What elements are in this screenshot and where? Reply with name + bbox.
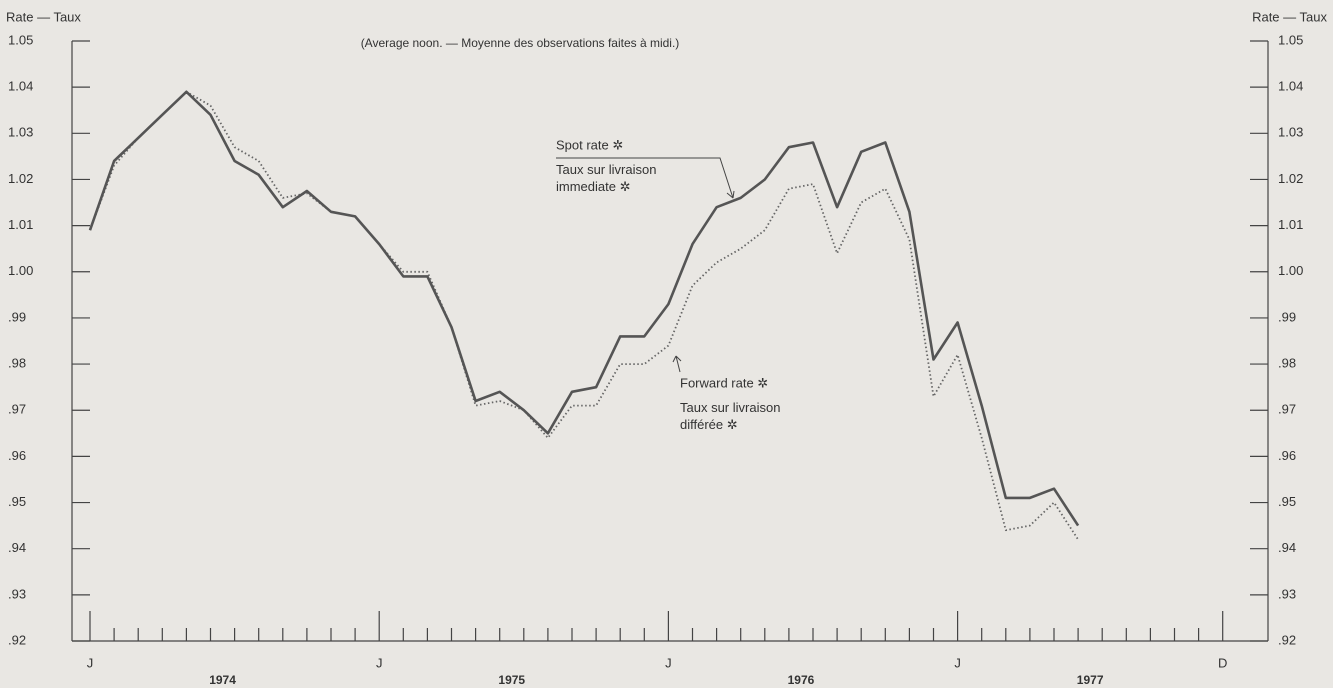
y2-tick-label: 1.01 [1278,217,1303,232]
y2-tick-label: .97 [1278,402,1296,417]
year-label: 1976 [788,673,815,687]
y2-tick-label: .94 [1278,540,1296,555]
y-tick-label: 1.04 [8,79,33,94]
subtitle: (Average noon. — Moyenne des observation… [361,36,680,50]
x-tick-label: D [1218,655,1227,670]
y-tick-label: .93 [8,586,26,601]
year-label: 1975 [498,673,525,687]
year-label: 1974 [209,673,236,687]
y-tick-label: 1.02 [8,171,33,186]
forward-note: Taux sur livraison différée ✲ [680,400,780,432]
series-line [88,90,1080,527]
forward-arrow [672,355,682,373]
series-line [89,90,1079,540]
y2-tick-label: 1.00 [1278,263,1303,278]
y-tick-label: 1.03 [8,125,33,140]
y2-tick-label: 1.03 [1278,125,1303,140]
x-tick-label: J [954,655,961,670]
y2-tick-label: 1.04 [1278,79,1303,94]
y2-tick-label: .92 [1278,632,1296,647]
x-tick-label: J [376,655,383,670]
x-tick-label: J [87,655,94,670]
spot-label: Spot rate ✲ [556,137,623,152]
y2-tick-label: 1.05 [1278,32,1303,47]
y2-tick-label: 1.02 [1278,171,1303,186]
forward-label: Forward rate ✲ [680,375,768,390]
spot-arrow [726,190,735,199]
y-tick-label: .95 [8,494,26,509]
y2-axis-label: Rate — Taux [1252,9,1327,24]
y-axis-label: Rate — Taux [6,9,81,24]
year-label: 1977 [1077,673,1104,687]
y2-tick-label: .95 [1278,494,1296,509]
y2-tick-label: .98 [1278,356,1296,371]
x-tick-label: J [665,655,672,670]
spot-leader [556,157,734,199]
y-tick-label: .92 [8,632,26,647]
spot-note: Taux sur livraison immediate ✲ [556,162,656,194]
y2-tick-label: .93 [1278,586,1296,601]
y-tick-label: .98 [8,356,26,371]
y-tick-label: .96 [8,448,26,463]
y2-tick-label: .99 [1278,309,1296,324]
y-tick-label: .99 [8,309,26,324]
y-tick-label: 1.05 [8,32,33,47]
y2-tick-label: .96 [1278,448,1296,463]
y-tick-label: .97 [8,402,26,417]
y-tick-label: 1.01 [8,217,33,232]
y-tick-label: .94 [8,540,26,555]
y-tick-label: 1.00 [8,263,33,278]
